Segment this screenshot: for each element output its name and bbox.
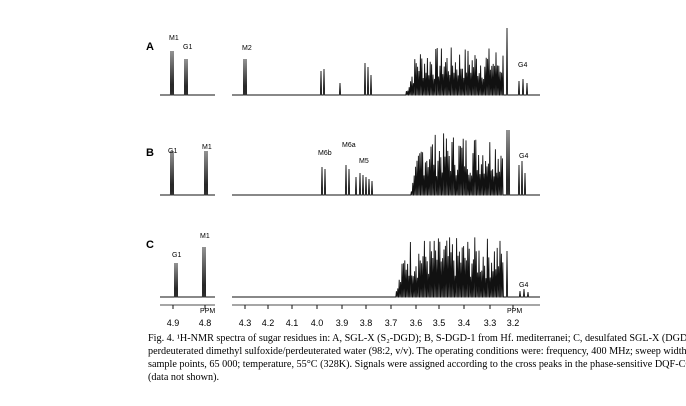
tick-label: 3.9	[336, 318, 349, 328]
tick-label: 3.5	[433, 318, 446, 328]
caption-line: perdeuterated dimethyl sulfoxide/perdeut…	[148, 346, 686, 357]
spectrum	[160, 150, 215, 196]
tick-label: 3.8	[360, 318, 373, 328]
panel-label: A	[146, 41, 154, 53]
tick-label: 3.7	[385, 318, 398, 328]
peak-label: G1	[168, 148, 177, 155]
tick-label: 3.3	[484, 318, 497, 328]
caption-line: (data not shown).	[148, 372, 219, 383]
caption-line: sample points, 65 000; temperature, 55°C…	[148, 359, 686, 370]
axis-unit: PPM	[507, 308, 522, 315]
tick-label: 4.3	[239, 318, 252, 328]
peak-label: M6b	[318, 150, 332, 157]
tick-label: 4.1	[286, 318, 299, 328]
spectrum	[160, 50, 215, 96]
peak-label: M6a	[342, 142, 356, 149]
peak-label: M1	[169, 35, 179, 42]
tick-label: 4.0	[311, 318, 324, 328]
tick-label: 3.2	[507, 318, 520, 328]
peak-label: G4	[518, 62, 527, 69]
spectrum	[232, 237, 540, 298]
tick-label: 3.6	[410, 318, 423, 328]
peak-label: M5	[359, 158, 369, 165]
tick-label: 4.2	[262, 318, 275, 328]
caption-line: Fig. 4. ¹H-NMR spectra of sugar residues…	[148, 333, 686, 344]
panel-label: C	[146, 239, 154, 251]
peak-label: G4	[519, 282, 528, 289]
peak-label: M2	[242, 45, 252, 52]
panel-label: B	[146, 147, 154, 159]
tick-label: 4.9	[167, 318, 180, 328]
spectrum	[232, 27, 540, 96]
peak-label: M1	[200, 233, 210, 240]
tick-label: 3.4	[458, 318, 471, 328]
peak-label: G1	[183, 44, 192, 51]
spectrum	[160, 246, 215, 298]
spectrum	[232, 129, 540, 196]
tick-label: 4.8	[199, 318, 212, 328]
axis-unit: PPM	[200, 308, 215, 315]
peak-label: G4	[519, 153, 528, 160]
peak-label: M1	[202, 144, 212, 151]
peak-label: G1	[172, 252, 181, 259]
